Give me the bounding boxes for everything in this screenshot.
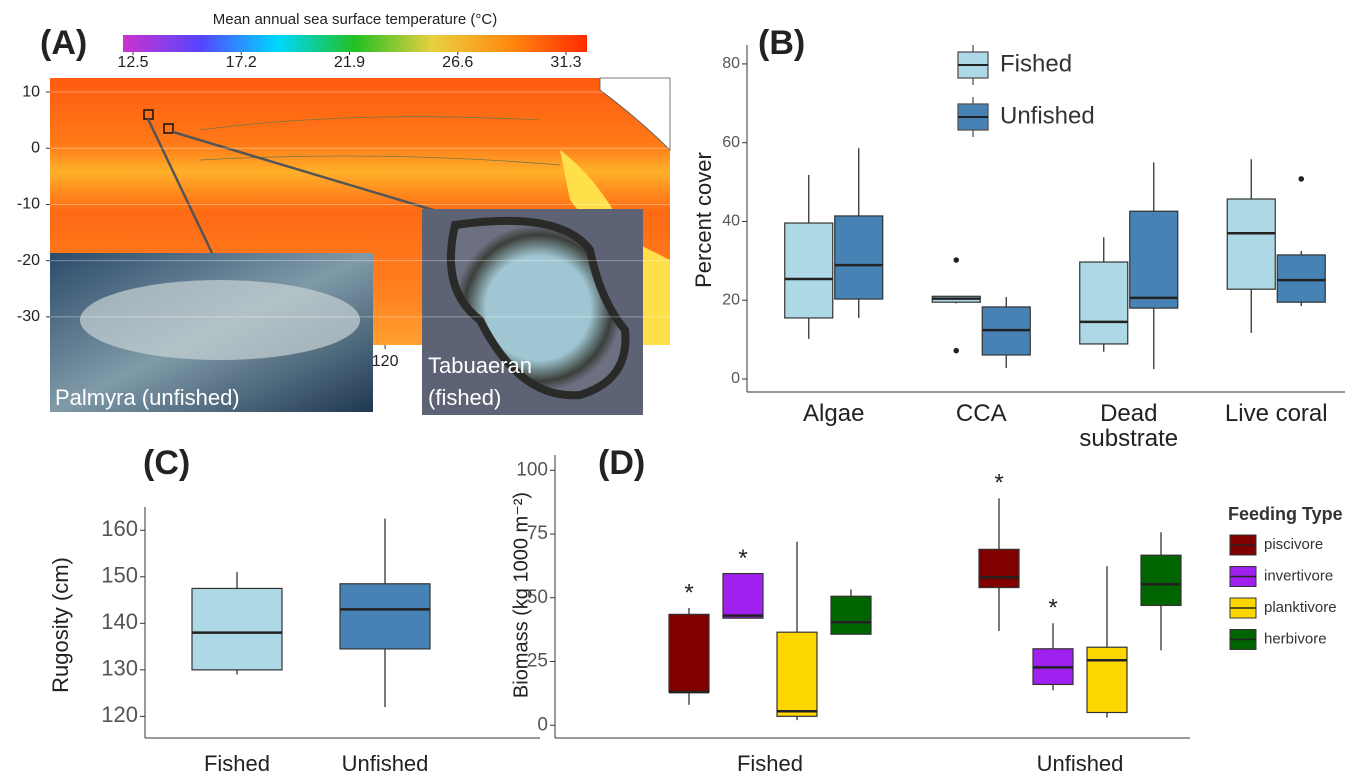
box — [777, 632, 817, 716]
y-tick-label: 50 — [527, 587, 548, 608]
y-tick-label: 60 — [722, 134, 740, 151]
colorbar-tick-label: 26.6 — [442, 54, 473, 71]
y-tick-label: 150 — [101, 563, 138, 588]
y-tick-label: 0 — [31, 139, 40, 156]
y-tick-label: -10 — [17, 196, 40, 213]
legend-label: herbivore — [1264, 630, 1327, 647]
figure: (A) Mean annual sea surface temperature (… — [0, 0, 1353, 778]
panel-label: (D) — [598, 444, 645, 482]
annotation: * — [684, 579, 693, 606]
panel-label: (C) — [143, 444, 190, 482]
x-tick-label: Fished — [737, 751, 803, 776]
panel-label: (A) — [40, 24, 87, 62]
atoll — [80, 280, 360, 360]
legend-label: planktivore — [1264, 599, 1337, 616]
y-tick-label: 25 — [527, 651, 548, 672]
x-tick-label: 120 — [372, 353, 399, 370]
legend-title: Feeding Type — [1228, 504, 1343, 524]
y-axis-label: Rugosity (cm) — [48, 557, 73, 693]
y-tick-label: 0 — [731, 370, 740, 387]
y-tick-label: 140 — [101, 609, 138, 634]
box — [831, 596, 871, 634]
y-tick-label: -20 — [17, 252, 40, 269]
box — [1087, 647, 1127, 712]
colorbar-tick-label: 21.9 — [334, 54, 365, 71]
legend-label: piscivore — [1264, 536, 1323, 553]
box — [1141, 555, 1181, 605]
x-tick-label: Dead substrate — [1069, 401, 1189, 451]
y-tick-label: 160 — [101, 516, 138, 541]
x-tick-label: Unfished — [1037, 751, 1124, 776]
y-tick-label: 80 — [722, 55, 740, 72]
box — [723, 574, 763, 619]
y-tick-label: 0 — [537, 714, 548, 735]
page: (A) Mean annual sea surface temperature (… — [0, 0, 1353, 778]
x-tick-label: CCA — [921, 401, 1041, 426]
colorbar-tick-label: 17.2 — [226, 54, 257, 71]
y-tick-label: 120 — [101, 702, 138, 727]
box — [1130, 211, 1178, 308]
colorbar-title: Mean annual sea surface temperature (°C) — [213, 11, 497, 28]
legend-label: invertivore — [1264, 567, 1333, 584]
y-axis-label: Percent cover — [691, 152, 716, 288]
y-tick-label: -30 — [17, 308, 40, 325]
legend-label: Fished — [1000, 50, 1072, 77]
box — [1227, 199, 1275, 289]
y-tick-label: 100 — [516, 459, 548, 480]
colorbar — [123, 35, 587, 52]
colorbar-tick-label: 12.5 — [117, 54, 148, 71]
x-tick-label: Fished — [204, 751, 270, 776]
x-tick-label: Unfished — [342, 751, 429, 776]
box — [785, 223, 833, 318]
x-tick-label: Algae — [774, 401, 894, 426]
y-tick-label: 20 — [722, 291, 740, 308]
annotation: * — [994, 470, 1003, 497]
y-tick-label: 75 — [527, 523, 548, 544]
y-tick-label: 10 — [22, 83, 40, 100]
colorbar-tick-label: 31.3 — [550, 54, 581, 71]
outlier — [953, 348, 959, 354]
box — [669, 614, 709, 692]
y-tick-label: 130 — [101, 656, 138, 681]
y-tick-label: 40 — [722, 213, 740, 230]
legend-label: Unfished — [1000, 102, 1095, 129]
box — [835, 216, 883, 299]
outlier — [953, 257, 959, 263]
inset-label: Palmyra (unfished) — [55, 385, 240, 410]
outlier — [1298, 176, 1304, 182]
box — [979, 549, 1019, 587]
box — [1277, 255, 1325, 302]
annotation: * — [1048, 595, 1057, 622]
box — [340, 584, 430, 649]
panel-label: (B) — [758, 24, 805, 62]
box — [1080, 262, 1128, 344]
annotation: * — [738, 545, 747, 572]
x-tick-label: Live coral — [1216, 401, 1336, 426]
box — [192, 588, 282, 669]
